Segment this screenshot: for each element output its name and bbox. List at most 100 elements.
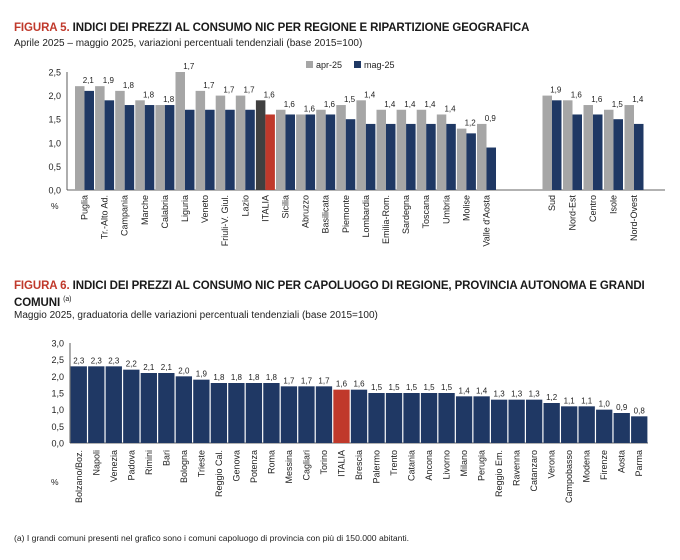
y-tick-label: 1,0 [48,138,61,148]
y-tick-label: 0,5 [48,162,61,172]
bar [245,383,263,443]
category-label: Bologna [179,450,189,483]
y-tick-label: 2,5 [51,355,64,365]
bar [578,406,595,443]
value-label: 1,7 [203,81,215,90]
figure6-number: FIGURA 6. [14,280,70,292]
y-tick-label: 1,5 [48,115,61,125]
bar-mag [593,114,603,190]
bar-apr [563,100,573,190]
figure6-chart: 0,0 0,5 1,0 1,5 2,0 2,5 3,0% 2,3 Bolzano/Boz. 2,3… [51,339,648,503]
bar-apr [316,109,326,190]
bar [508,399,525,443]
category-label: Campania [120,195,130,236]
y-tick-label: 1,0 [51,405,64,415]
category-label: Genova [231,450,241,482]
bar-mag [84,90,94,190]
value-label: 1,5 [423,383,435,392]
category-label: Livorno [442,450,452,480]
bar [613,413,630,443]
category-label: Rimini [144,450,154,475]
figure6-title-note: (a) [63,296,72,303]
value-label: 1,4 [459,386,471,395]
value-label: 1,7 [283,376,295,385]
value-label: 2,3 [108,356,120,365]
bar-mag [144,105,155,190]
category-label: ITALIA [260,195,270,222]
value-label: 1,9 [103,76,115,85]
legend-swatch-mag [354,61,361,68]
legend-label-apr: apr-25 [316,60,342,70]
bar-mag [486,147,496,190]
bar-mag [245,109,255,190]
bar-apr [477,123,487,190]
category-label: Toscana [421,195,431,229]
value-label: 1,3 [494,390,506,399]
bar [105,366,122,443]
bar-apr [624,105,634,190]
category-label: Calabria [160,195,170,229]
category-label: Veneto [200,195,210,223]
bar [403,393,420,443]
value-label: 1,4 [444,104,456,113]
value-label: 1,7 [183,62,195,71]
bar-apr [195,90,206,190]
bar-mag [104,100,115,190]
bar-mag [446,123,456,190]
value-label: 1,6 [336,380,348,389]
category-label: Verona [547,450,557,479]
category-label: Potenza [249,450,259,483]
category-label: Milano [459,450,469,477]
bar [193,379,210,443]
category-label: Puglia [80,195,90,220]
category-label: Friuli-V. Giul. [220,195,230,246]
bar-mag [325,114,336,190]
category-label: Perugia [477,450,487,481]
bar-apr [155,105,165,190]
value-label: 2,3 [73,356,85,365]
value-label: 2,1 [83,76,95,85]
category-label: Firenze [599,450,609,480]
bar-mag [164,105,175,190]
value-label: 1,5 [612,100,624,109]
category-label: Messina [284,450,294,484]
bar [455,396,473,443]
bar [298,386,315,443]
bar-apr [95,86,105,190]
value-label: 1,1 [581,396,593,405]
value-label: 1,5 [441,383,453,392]
value-label: 1,7 [318,376,330,385]
value-label: 1,2 [465,119,477,128]
bar [420,393,438,443]
category-label: Parma [634,450,644,477]
category-label: Lombardia [361,195,371,238]
bar-mag [572,114,582,190]
category-label: Sicilia [281,195,291,219]
y-tick-label: 0,0 [51,439,64,449]
bar-apr [604,109,614,190]
value-label: 1,4 [384,100,396,109]
bar [70,366,87,443]
figure5-title: FIGURA 5. INDICI DEI PREZZI AL CONSUMO N… [14,22,529,34]
value-label: 1,8 [163,95,175,104]
category-label: Isole [609,195,619,214]
bar-apr [396,109,407,190]
category-label: Centro [588,195,598,222]
bar-apr [456,128,467,190]
value-label: 1,6 [264,90,276,99]
category-label: Reggio Em. [494,450,504,497]
category-label: Catanzaro [529,450,539,492]
category-label: Trento [389,450,399,476]
bar [525,399,543,443]
value-label: 1,5 [344,95,356,104]
category-label: Aosta [617,450,627,473]
y-tick-label: 2,0 [48,91,61,101]
y-tick-label: 1,5 [51,389,64,399]
category-label: Basilicata [321,195,331,234]
bar [631,416,648,443]
bar [175,376,193,443]
value-label: 0,8 [634,406,646,415]
value-label: 1,6 [304,104,316,113]
category-label: Napoli [91,450,101,476]
bar-mag [634,123,644,190]
